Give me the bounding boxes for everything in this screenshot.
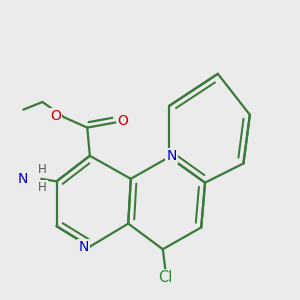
Text: H: H — [38, 163, 47, 176]
Text: H: H — [38, 181, 47, 194]
Text: Cl: Cl — [158, 270, 172, 285]
Text: O: O — [50, 109, 61, 123]
Text: N: N — [167, 149, 177, 163]
Text: O: O — [118, 114, 129, 128]
Text: N: N — [78, 240, 88, 254]
Text: N: N — [18, 172, 28, 186]
